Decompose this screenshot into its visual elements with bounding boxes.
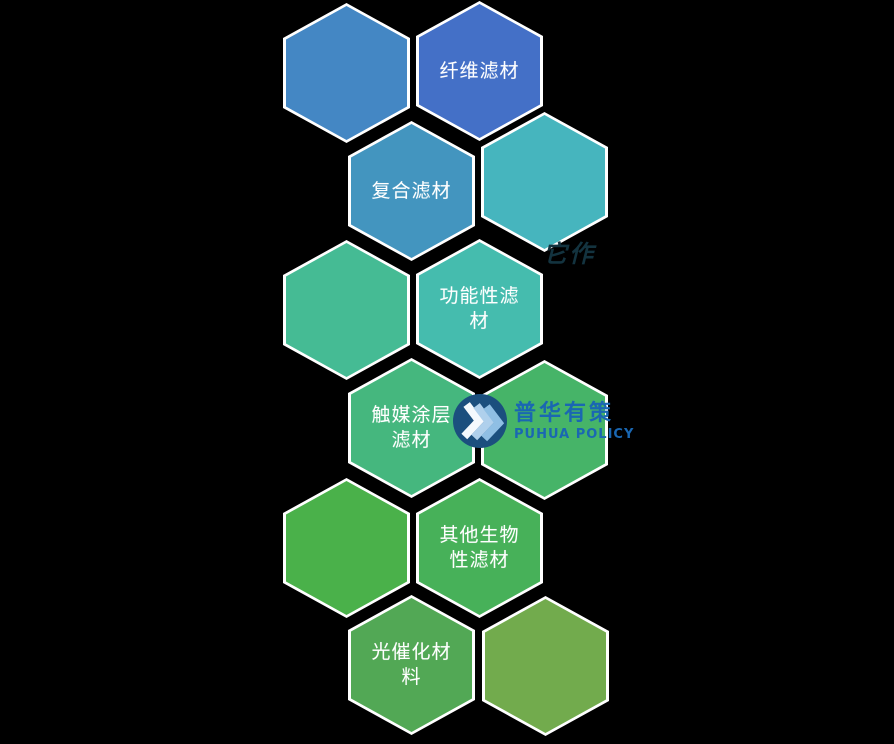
hexagon-fill: 功能性滤 材 (419, 242, 540, 376)
logo-wordmark: 普华有策 PUHUA POLICY (514, 401, 634, 442)
hexagon-fill (485, 599, 606, 733)
hexagon-fill (286, 243, 407, 377)
hexagon-item: 功能性滤 材 (416, 239, 543, 379)
hexagon-item: 纤维滤材 (416, 1, 543, 141)
hexagon-label: 功能性滤 材 (439, 285, 520, 332)
logo-chevrons-icon (453, 394, 507, 448)
hexagon-fill: 复合滤材 (351, 124, 472, 258)
hexagon-item: 其他生物 性滤材 (416, 478, 543, 618)
hexagon-label: 触媒涂层 滤材 (371, 404, 452, 451)
hexagon-item (283, 3, 410, 143)
hexagon-fill (484, 115, 605, 249)
hexagon-label: 复合滤材 (371, 179, 452, 202)
hexagon-item: 复合滤材 (348, 121, 475, 261)
hexagon-label: 纤维滤材 (439, 59, 520, 82)
hexagon-fill: 光催化材 料 (351, 598, 472, 732)
hexagon-label: 光催化材 料 (371, 641, 452, 688)
hexagon-fill (286, 6, 407, 140)
logo-chinese-name: 普华有策 (514, 400, 615, 426)
hexagon-item (283, 478, 410, 618)
hexagon-item: 光催化材 料 (348, 595, 475, 735)
hexagon-item (481, 112, 608, 252)
hexagon-item (283, 240, 410, 380)
logo-english-name: PUHUA POLICY (514, 426, 635, 442)
puhua-policy-logo: 普华有策 PUHUA POLICY (453, 394, 634, 448)
hexagon-label: 其他生物 性滤材 (439, 524, 520, 571)
hexagon-fill: 触媒涂层 滤材 (351, 361, 472, 495)
hexagon-item: 触媒涂层 滤材 (348, 358, 475, 498)
hexagon-item (482, 596, 609, 736)
watermark-text-fragment: 它作 (543, 240, 595, 268)
